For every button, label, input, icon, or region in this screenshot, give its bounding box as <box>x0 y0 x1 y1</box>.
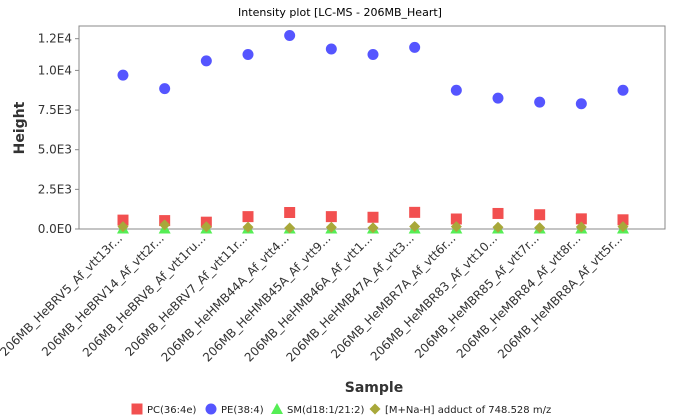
data-point-circle <box>450 84 462 96</box>
y-tick-label: 5.0E3 <box>38 143 72 157</box>
data-point-square <box>450 213 462 225</box>
legend-marker-diamond <box>369 403 381 415</box>
data-point-diamond <box>159 219 171 231</box>
chart-title: Intensity plot [LC-MS - 206MB_Heart] <box>238 6 442 19</box>
y-axis-title: Height <box>12 101 28 154</box>
data-point-circle <box>534 96 546 108</box>
data-point-diamond <box>325 221 337 233</box>
data-point-diamond <box>534 222 546 234</box>
y-axis: 0.0E0 2.5E3 5.0E3 7.5E3 1.0E4 1.2E4 <box>38 26 80 236</box>
legend-marker-triangle <box>271 403 283 414</box>
y-tick-label: 0.0E0 <box>38 222 72 236</box>
x-axis: 206MB_HeBRV5_Af_vtt13r...206MB_HeBRV14_A… <box>0 228 665 365</box>
data-point-square <box>325 211 337 223</box>
legend: PC(36:4e) PE(38:4) SM(d18:1/21:2) [M+Na-H] … <box>131 403 551 416</box>
legend-item: PE(38:4) <box>205 403 264 416</box>
y-tick-label: 1.0E4 <box>38 63 72 77</box>
series-diamond <box>117 219 629 234</box>
data-point-circle <box>159 83 171 95</box>
y-tick-label: 2.5E3 <box>38 182 72 196</box>
data-point-diamond <box>575 221 587 233</box>
data-point-diamond <box>492 221 504 233</box>
x-axis-title: Sample <box>345 380 403 396</box>
legend-label: PE(38:4) <box>221 405 264 416</box>
legend-marker-circle <box>205 403 217 415</box>
data-point-square <box>575 213 587 225</box>
data-point-circle <box>409 41 421 53</box>
data-point-circle <box>367 49 379 61</box>
data-point-square <box>409 206 421 218</box>
data-point-diamond <box>200 221 212 233</box>
data-point-circle <box>617 84 629 96</box>
legend-item: PC(36:4e) <box>131 403 197 416</box>
data-marks <box>117 30 629 234</box>
legend-marker-square <box>131 403 143 415</box>
data-point-diamond <box>409 220 421 232</box>
data-point-diamond <box>242 221 254 233</box>
data-point-diamond <box>617 221 629 233</box>
data-point-square <box>534 209 546 221</box>
data-point-circle <box>492 92 504 104</box>
data-point-square <box>242 211 254 223</box>
data-point-diamond <box>117 221 129 233</box>
data-point-circle <box>117 69 129 81</box>
legend-label: [M+Na-H] adduct of 748.528 m/z <box>385 405 551 416</box>
data-point-square <box>367 211 379 223</box>
data-point-square <box>492 207 504 219</box>
data-point-square <box>284 207 296 219</box>
data-point-circle <box>575 98 587 110</box>
data-point-diamond <box>450 221 462 233</box>
series-circle <box>117 30 629 110</box>
data-point-circle <box>284 30 296 42</box>
data-point-circle <box>242 49 254 61</box>
legend-label: SM(d18:1/21:2) <box>287 405 365 416</box>
data-point-diamond <box>367 222 379 234</box>
data-point-diamond <box>284 222 296 234</box>
legend-item: SM(d18:1/21:2) <box>271 403 365 416</box>
data-point-square <box>617 214 629 226</box>
legend-item: [M+Na-H] adduct of 748.528 m/z <box>369 403 551 416</box>
y-tick-label: 7.5E3 <box>38 103 72 117</box>
y-tick-label: 1.2E4 <box>38 32 72 46</box>
data-point-circle <box>325 43 337 55</box>
legend-label: PC(36:4e) <box>147 405 197 416</box>
data-point-square <box>117 214 129 226</box>
data-point-circle <box>200 55 212 67</box>
